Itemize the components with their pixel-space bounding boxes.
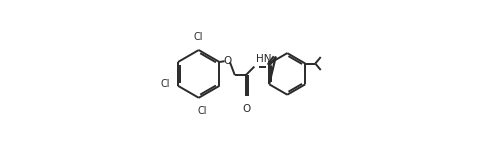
Text: N: N <box>267 61 275 71</box>
Text: Cl: Cl <box>194 32 203 42</box>
Text: Cl: Cl <box>160 79 170 89</box>
Text: O: O <box>242 103 250 113</box>
Text: HN: HN <box>256 54 272 63</box>
Text: Cl: Cl <box>197 106 206 116</box>
Text: O: O <box>223 56 232 66</box>
